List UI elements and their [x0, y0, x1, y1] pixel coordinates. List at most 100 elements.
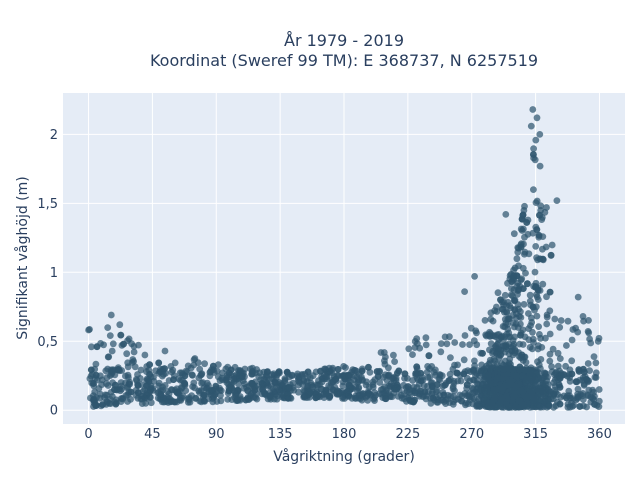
data-point — [96, 390, 104, 398]
data-point — [109, 340, 117, 348]
data-point — [106, 395, 114, 403]
data-point — [116, 321, 124, 329]
data-point — [586, 335, 593, 343]
data-point — [442, 396, 450, 404]
data-point — [117, 398, 125, 405]
data-point — [493, 403, 500, 411]
data-point — [322, 386, 330, 394]
y-tick-label: 2 — [50, 128, 58, 143]
data-point — [161, 382, 169, 389]
data-point — [537, 334, 544, 342]
data-point — [123, 350, 131, 358]
data-point — [309, 383, 317, 390]
data-point — [197, 372, 205, 379]
data-point — [285, 384, 292, 392]
data-point — [461, 288, 468, 295]
data-point — [536, 162, 544, 170]
data-point — [589, 386, 596, 394]
data-point — [209, 398, 217, 406]
data-point — [524, 384, 532, 392]
data-point — [554, 349, 562, 357]
data-point — [417, 377, 425, 385]
data-point — [533, 197, 541, 205]
data-point — [517, 331, 524, 339]
data-point — [447, 354, 454, 361]
data-point — [497, 399, 504, 407]
data-point — [511, 306, 519, 313]
data-point — [485, 402, 493, 410]
data-point — [136, 375, 144, 382]
data-point — [363, 378, 370, 386]
data-point — [117, 331, 125, 339]
x-tick-label: 360 — [587, 427, 612, 442]
data-point — [413, 363, 421, 371]
data-point — [422, 341, 430, 349]
data-point — [127, 388, 135, 396]
data-point — [111, 371, 119, 379]
data-point — [568, 370, 576, 378]
data-point — [278, 381, 286, 389]
data-point — [234, 397, 242, 404]
data-point — [504, 382, 512, 389]
data-point — [450, 393, 457, 400]
data-point — [548, 241, 556, 249]
data-point — [365, 363, 372, 371]
data-point — [106, 332, 114, 339]
data-point — [222, 376, 230, 384]
data-point — [115, 366, 122, 374]
x-tick-label: 180 — [332, 427, 357, 442]
data-point — [376, 390, 383, 397]
data-point — [437, 348, 445, 356]
data-point — [551, 315, 559, 323]
data-point — [518, 351, 526, 359]
data-point — [490, 386, 498, 394]
data-point — [405, 345, 413, 353]
data-point — [490, 396, 498, 403]
data-point — [532, 243, 540, 250]
data-point — [472, 327, 480, 335]
data-point — [102, 367, 110, 375]
data-point — [376, 379, 384, 386]
data-point — [394, 369, 401, 377]
data-point — [530, 145, 537, 153]
data-point — [592, 369, 600, 377]
data-point — [451, 339, 459, 346]
data-point — [556, 383, 564, 391]
data-point — [517, 314, 525, 321]
data-point — [473, 380, 481, 388]
data-point — [510, 230, 518, 238]
data-point — [478, 361, 485, 369]
data-point — [306, 388, 314, 396]
data-point — [217, 397, 225, 405]
data-point — [191, 384, 199, 392]
x-tick-label: 225 — [395, 427, 420, 442]
data-point — [355, 378, 362, 385]
data-point — [543, 293, 550, 301]
data-point — [198, 379, 206, 387]
data-point — [430, 368, 438, 376]
data-point — [518, 275, 526, 283]
data-point — [517, 243, 525, 251]
data-point — [440, 391, 448, 399]
data-point — [533, 226, 541, 234]
data-point — [382, 395, 390, 403]
data-point — [510, 392, 518, 400]
data-point — [556, 323, 564, 331]
data-point — [433, 387, 441, 394]
data-point — [284, 394, 292, 402]
data-point — [514, 324, 522, 331]
data-point — [531, 268, 539, 276]
data-point — [548, 363, 555, 370]
data-point — [410, 398, 417, 406]
data-point — [99, 401, 106, 408]
data-point — [454, 361, 461, 369]
data-point — [524, 280, 531, 288]
data-point — [563, 342, 570, 349]
data-point — [524, 230, 532, 238]
data-point — [466, 341, 473, 348]
data-point — [131, 363, 139, 371]
data-point — [434, 399, 442, 406]
data-point — [545, 402, 552, 410]
data-point — [460, 356, 468, 364]
